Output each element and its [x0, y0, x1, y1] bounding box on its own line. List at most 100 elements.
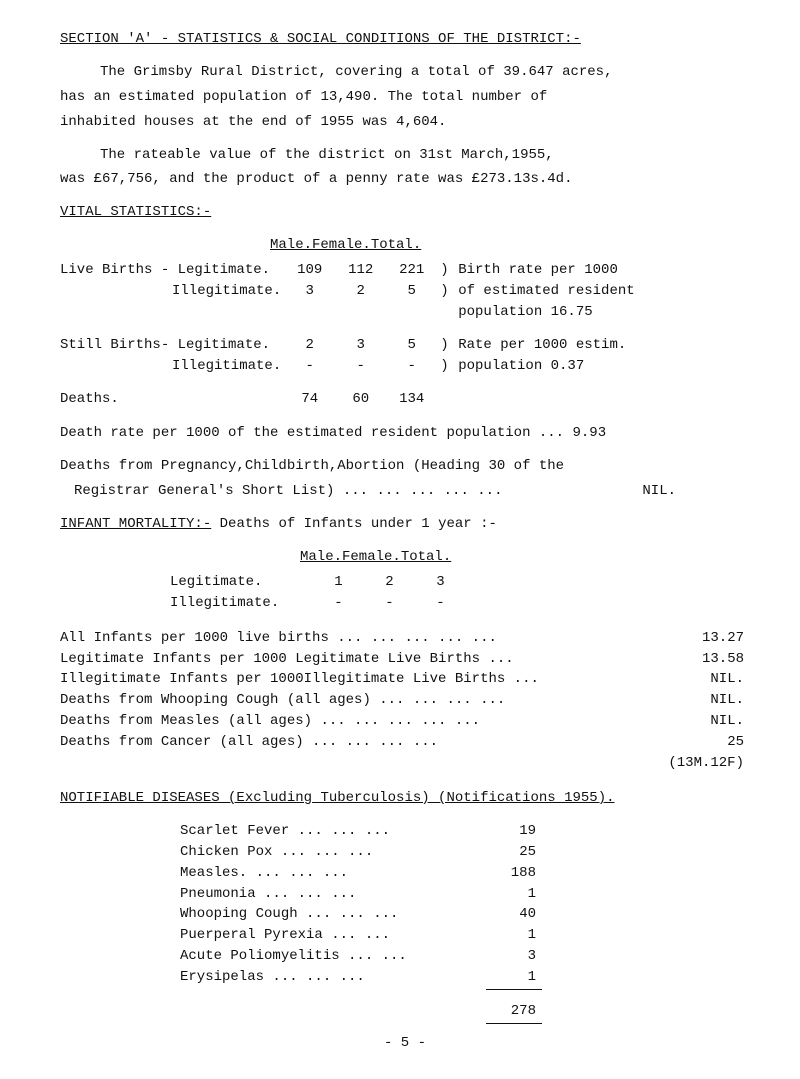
notif-label: Pneumonia ... ... ...	[180, 885, 486, 906]
notif-label: Whooping Cough ... ... ...	[180, 905, 486, 926]
preg-l1: Deaths from Pregnancy,Childbirth,Abortio…	[60, 457, 750, 476]
intro-para-2: The rateable value of the district on 31…	[60, 146, 750, 190]
table-row: Chicken Pox ... ... ... 25	[180, 843, 542, 864]
table-row: Legitimate. 1 2 3	[170, 573, 469, 594]
cell-male: 74	[287, 390, 338, 411]
row-label: Deaths.	[60, 390, 287, 411]
notif-val: 25	[486, 843, 542, 864]
cell-female: 2	[367, 573, 418, 594]
table-row: Legitimate Infants per 1000 Legitimate L…	[60, 650, 750, 671]
table-row: Pneumonia ... ... ... 1	[180, 885, 542, 906]
cell-total: -	[418, 594, 469, 615]
table-row-total: 278	[180, 1002, 542, 1023]
row-label: Illegitimate.	[170, 594, 316, 615]
cell-paren: )	[440, 336, 458, 357]
rate-val: NIL.	[663, 691, 750, 712]
cell-paren: )	[440, 357, 458, 378]
notif-val: 19	[486, 822, 542, 843]
row-label: Illegitimate.	[60, 357, 287, 378]
notif-label: Acute Poliomyelitis ... ...	[180, 947, 486, 968]
infant-tail: Deaths of Infants under 1 year :-	[211, 516, 497, 532]
cell-note: Birth rate per 1000	[458, 261, 750, 282]
pregnancy-deaths: Deaths from Pregnancy,Childbirth,Abortio…	[60, 457, 750, 501]
preg-l2a: Registrar General's Short List) ... ... …	[60, 482, 634, 501]
rate-label: Legitimate Infants per 1000 Legitimate L…	[60, 650, 663, 671]
rates-footnote: (13M.12F)	[663, 754, 750, 775]
rate-label: Deaths from Whooping Cough (all ages) ..…	[60, 691, 663, 712]
p2-l2: was £67,756, and the product of a penny …	[60, 170, 750, 189]
cell-note: Rate per 1000 estim.	[458, 336, 750, 357]
section-header: SECTION 'A' - STATISTICS & SOCIAL CONDIT…	[60, 31, 581, 47]
infant-rates-table: All Infants per 1000 live births ... ...…	[60, 629, 750, 775]
table-row: Illegitimate. - - -	[170, 594, 469, 615]
row-label: Legitimate.	[170, 573, 316, 594]
notif-val: 3	[486, 947, 542, 968]
cell-total: 3	[418, 573, 469, 594]
cell-male: -	[287, 357, 338, 378]
mft-heading-2: Male.Female.Total.	[300, 549, 451, 565]
cell-total: 5	[389, 336, 440, 357]
page-number: - 5 -	[60, 1034, 750, 1053]
table-row: All Infants per 1000 live births ... ...…	[60, 629, 750, 650]
rate-val: 25	[663, 733, 750, 754]
table-row: Live Births - Legitimate. 109 112 221 ) …	[60, 261, 750, 282]
cell-total: 221	[389, 261, 440, 282]
preg-nil: NIL.	[642, 483, 676, 499]
table-row: Deaths. 74 60 134	[60, 390, 750, 411]
vital-stats-heading: VITAL STATISTICS:-	[60, 204, 211, 220]
table-row: Illegitimate Infants per 1000Illegitimat…	[60, 670, 750, 691]
notifiable-heading: NOTIFIABLE DISEASES (Excluding Tuberculo…	[60, 790, 615, 806]
cell-note: population 0.37	[458, 357, 750, 378]
infant-mortality-heading: INFANT MORTALITY:-	[60, 516, 211, 532]
notif-val: 1	[486, 926, 542, 947]
notif-label: Chicken Pox ... ... ...	[180, 843, 486, 864]
cell-female: 3	[338, 336, 389, 357]
row-label: Live Births - Legitimate.	[60, 261, 287, 282]
rate-label: Deaths from Cancer (all ages) ... ... ..…	[60, 733, 663, 754]
table-row: Measles. ... ... ... 188	[180, 864, 542, 885]
cell-female: 60	[338, 390, 389, 411]
notif-label: Erysipelas ... ... ...	[180, 968, 486, 989]
rate-val: 13.58	[663, 650, 750, 671]
p1-l2: has an estimated population of 13,490. T…	[60, 88, 750, 107]
cell-total: -	[389, 357, 440, 378]
notif-label: Measles. ... ... ...	[180, 864, 486, 885]
rate-val: NIL.	[663, 712, 750, 733]
notif-val: 188	[486, 864, 542, 885]
rate-val: NIL.	[663, 670, 750, 691]
table-row: Illegitimate. - - - ) population 0.37	[60, 357, 750, 378]
table-row: Erysipelas ... ... ... 1	[180, 968, 542, 989]
death-rate-line: Death rate per 1000 of the estimated res…	[60, 424, 750, 443]
infant-table: Legitimate. 1 2 3 Illegitimate. - - -	[170, 573, 469, 615]
p1-l1: The Grimsby Rural District, covering a t…	[60, 63, 750, 82]
table-row: Deaths from Whooping Cough (all ages) ..…	[60, 691, 750, 712]
rate-label: All Infants per 1000 live births ... ...…	[60, 629, 663, 650]
cell-paren: )	[440, 282, 458, 303]
notif-label: Scarlet Fever ... ... ...	[180, 822, 486, 843]
table-row: Acute Poliomyelitis ... ... 3	[180, 947, 542, 968]
rate-label: Deaths from Measles (all ages) ... ... .…	[60, 712, 663, 733]
notifiable-table: Scarlet Fever ... ... ... 19 Chicken Pox…	[180, 822, 542, 1024]
cell-total: 5	[389, 282, 440, 303]
notif-label: Puerperal Pyrexia ... ...	[180, 926, 486, 947]
table-row: Deaths from Measles (all ages) ... ... .…	[60, 712, 750, 733]
table-row: Puerperal Pyrexia ... ... 1	[180, 926, 542, 947]
cell-female: 112	[338, 261, 389, 282]
table-row: Whooping Cough ... ... ... 40	[180, 905, 542, 926]
cell-paren: )	[440, 261, 458, 282]
cell-female: -	[338, 357, 389, 378]
table-row: Deaths from Cancer (all ages) ... ... ..…	[60, 733, 750, 754]
table-row: Still Births- Legitimate. 2 3 5 ) Rate p…	[60, 336, 750, 357]
row-label: Illegitimate.	[60, 282, 287, 303]
table-row: population 16.75	[60, 303, 750, 324]
intro-para-1: The Grimsby Rural District, covering a t…	[60, 63, 750, 132]
row-label: Still Births- Legitimate.	[60, 336, 287, 357]
cell-male: 1	[316, 573, 367, 594]
table-row: Illegitimate. 3 2 5 ) of estimated resid…	[60, 282, 750, 303]
table-row: (13M.12F)	[60, 754, 750, 775]
p2-l1: The rateable value of the district on 31…	[60, 146, 750, 165]
cell-note: population 16.75	[458, 303, 750, 324]
cell-male: -	[316, 594, 367, 615]
p1-l3: inhabited houses at the end of 1955 was …	[60, 113, 750, 132]
vital-stats-table: Live Births - Legitimate. 109 112 221 ) …	[60, 261, 750, 410]
